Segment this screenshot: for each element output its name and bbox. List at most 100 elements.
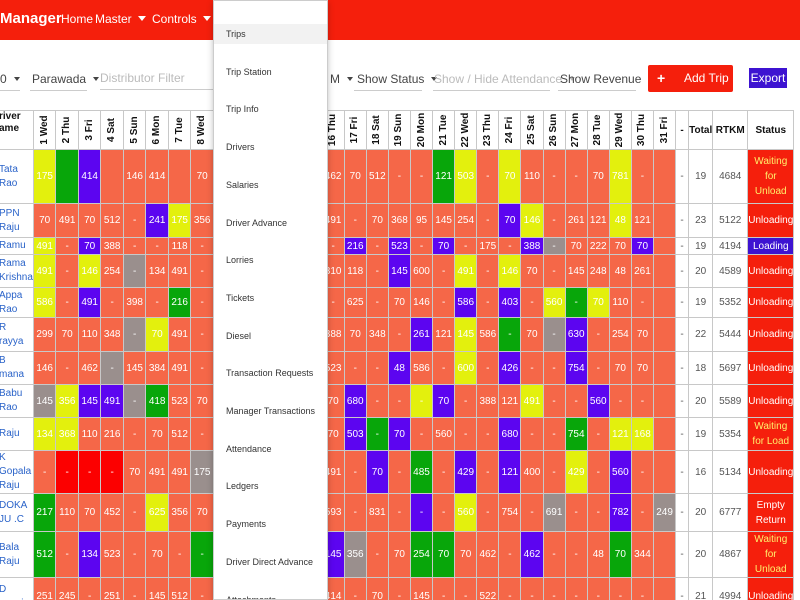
trip-cell[interactable]: 586 [409,351,434,385]
trip-cell[interactable]: - [100,287,124,318]
driver-name-link[interactable]: B mana [0,351,34,385]
trip-cell[interactable]: 831 [365,493,389,532]
trip-cell[interactable]: - [387,149,411,204]
trip-cell[interactable]: 70 [190,149,214,204]
trip-cell[interactable]: 121 [498,384,522,418]
trip-cell[interactable]: 175 [476,237,500,255]
menu-item[interactable]: Drivers [226,142,255,153]
trip-cell[interactable]: - [387,384,411,418]
trip-cell[interactable]: - [190,317,214,352]
trip-cell[interactable]: - [476,149,500,204]
menu-item[interactable]: Ledgers [226,481,259,492]
trip-cell[interactable]: 216 [100,417,124,451]
trip-cell[interactable]: 586 [476,317,500,352]
trip-cell[interactable]: - [542,384,566,418]
trip-cell[interactable]: 134 [32,417,57,451]
trip-cell[interactable]: 216 [343,237,367,255]
trip-cell[interactable]: - [432,351,456,385]
menu-item[interactable]: Salaries [226,179,259,190]
trip-cell[interactable]: - [498,577,522,600]
nav-master[interactable]: Master [95,12,146,26]
menu-item[interactable]: Payments [226,519,267,530]
trip-cell[interactable]: 146 [122,149,147,204]
trip-cell[interactable] [167,149,192,204]
trip-cell[interactable]: 491 [145,450,169,494]
menu-item[interactable]: Trip Info [226,104,259,115]
trip-cell[interactable]: 462 [77,351,102,385]
trip-cell[interactable]: 146 [77,254,102,288]
trip-cell[interactable]: 70 [190,493,214,532]
trip-cell[interactable]: 145 [77,384,102,418]
trip-cell[interactable]: 254 [608,317,632,352]
trip-cell[interactable]: 356 [167,493,192,532]
driver-name-link[interactable]: Babu Rao [0,384,34,418]
nav-controls[interactable]: Controls [152,12,211,26]
trip-cell[interactable]: 145 [564,254,588,288]
trip-cell[interactable]: 680 [343,384,367,418]
trip-cell[interactable]: 70 [520,317,544,352]
trip-cell[interactable]: - [343,450,367,494]
trip-cell[interactable]: 121 [498,450,522,494]
trip-cell[interactable]: - [542,351,566,385]
trip-cell[interactable]: 429 [564,450,588,494]
trip-cell[interactable]: - [564,493,588,532]
trip-cell[interactable]: 586 [454,287,478,318]
trip-cell[interactable]: - [122,531,147,578]
month-select[interactable]: M [330,72,353,86]
trip-cell[interactable]: 491 [32,254,57,288]
trip-cell[interactable]: 70 [55,317,79,352]
trip-cell[interactable]: 586 [32,287,57,318]
trip-cell[interactable]: - [343,351,367,385]
trip-cell[interactable]: - [190,417,214,451]
trip-cell[interactable]: - [190,351,214,385]
menu-item[interactable]: Trip Station [226,66,272,77]
trip-cell[interactable]: - [122,317,147,352]
trip-cell[interactable]: 216 [167,287,192,318]
menu-item[interactable]: Tickets [226,292,255,303]
trip-cell[interactable]: 356 [55,384,79,418]
trip-cell[interactable]: - [343,203,367,238]
trip-cell[interactable]: - [167,531,192,578]
trip-cell[interactable]: 70 [365,577,389,600]
trip-cell[interactable]: 523 [100,531,124,578]
trip-cell[interactable]: 522 [476,577,500,600]
trip-cell[interactable]: - [343,577,367,600]
export-button[interactable]: Export [749,68,787,88]
trip-cell[interactable]: - [476,203,500,238]
trip-cell[interactable]: - [630,493,655,532]
trip-cell[interactable] [652,384,677,418]
trip-cell[interactable]: 70 [387,531,411,578]
trip-cell[interactable]: 600 [454,351,478,385]
trip-cell[interactable]: - [122,417,147,451]
trip-cell[interactable]: 560 [542,287,566,318]
trip-cell[interactable]: 70 [520,254,544,288]
trip-cell[interactable]: 251 [32,577,57,600]
trip-cell[interactable]: 462 [520,531,544,578]
trip-cell[interactable]: 491 [454,254,478,288]
trip-cell[interactable]: 261 [630,254,655,288]
trip-cell[interactable]: - [145,237,169,255]
trip-cell[interactable]: 70 [498,149,522,204]
trip-cell[interactable]: 70 [77,237,102,255]
nav-home[interactable]: Home [61,12,93,26]
trip-cell[interactable]: - [476,351,500,385]
trip-cell[interactable] [652,417,677,451]
trip-cell[interactable]: - [498,317,522,352]
trip-cell[interactable] [652,203,677,238]
trip-cell[interactable]: - [365,384,389,418]
trip-cell[interactable]: 523 [167,384,192,418]
trip-cell[interactable]: 491 [167,317,192,352]
trip-cell[interactable]: 384 [145,351,169,385]
trip-cell[interactable]: - [365,254,389,288]
trip-cell[interactable]: 118 [343,254,367,288]
trip-cell[interactable]: - [55,287,79,318]
trip-cell[interactable]: 462 [476,531,500,578]
trip-cell[interactable]: 70 [122,450,147,494]
trip-cell[interactable]: - [476,493,500,532]
trip-cell[interactable]: - [476,254,500,288]
trip-cell[interactable]: 146 [520,203,544,238]
menu-item[interactable]: Transaction Requests [226,368,314,379]
trip-cell[interactable]: - [476,287,500,318]
trip-cell[interactable]: - [586,351,610,385]
trip-cell[interactable]: 95 [409,203,434,238]
